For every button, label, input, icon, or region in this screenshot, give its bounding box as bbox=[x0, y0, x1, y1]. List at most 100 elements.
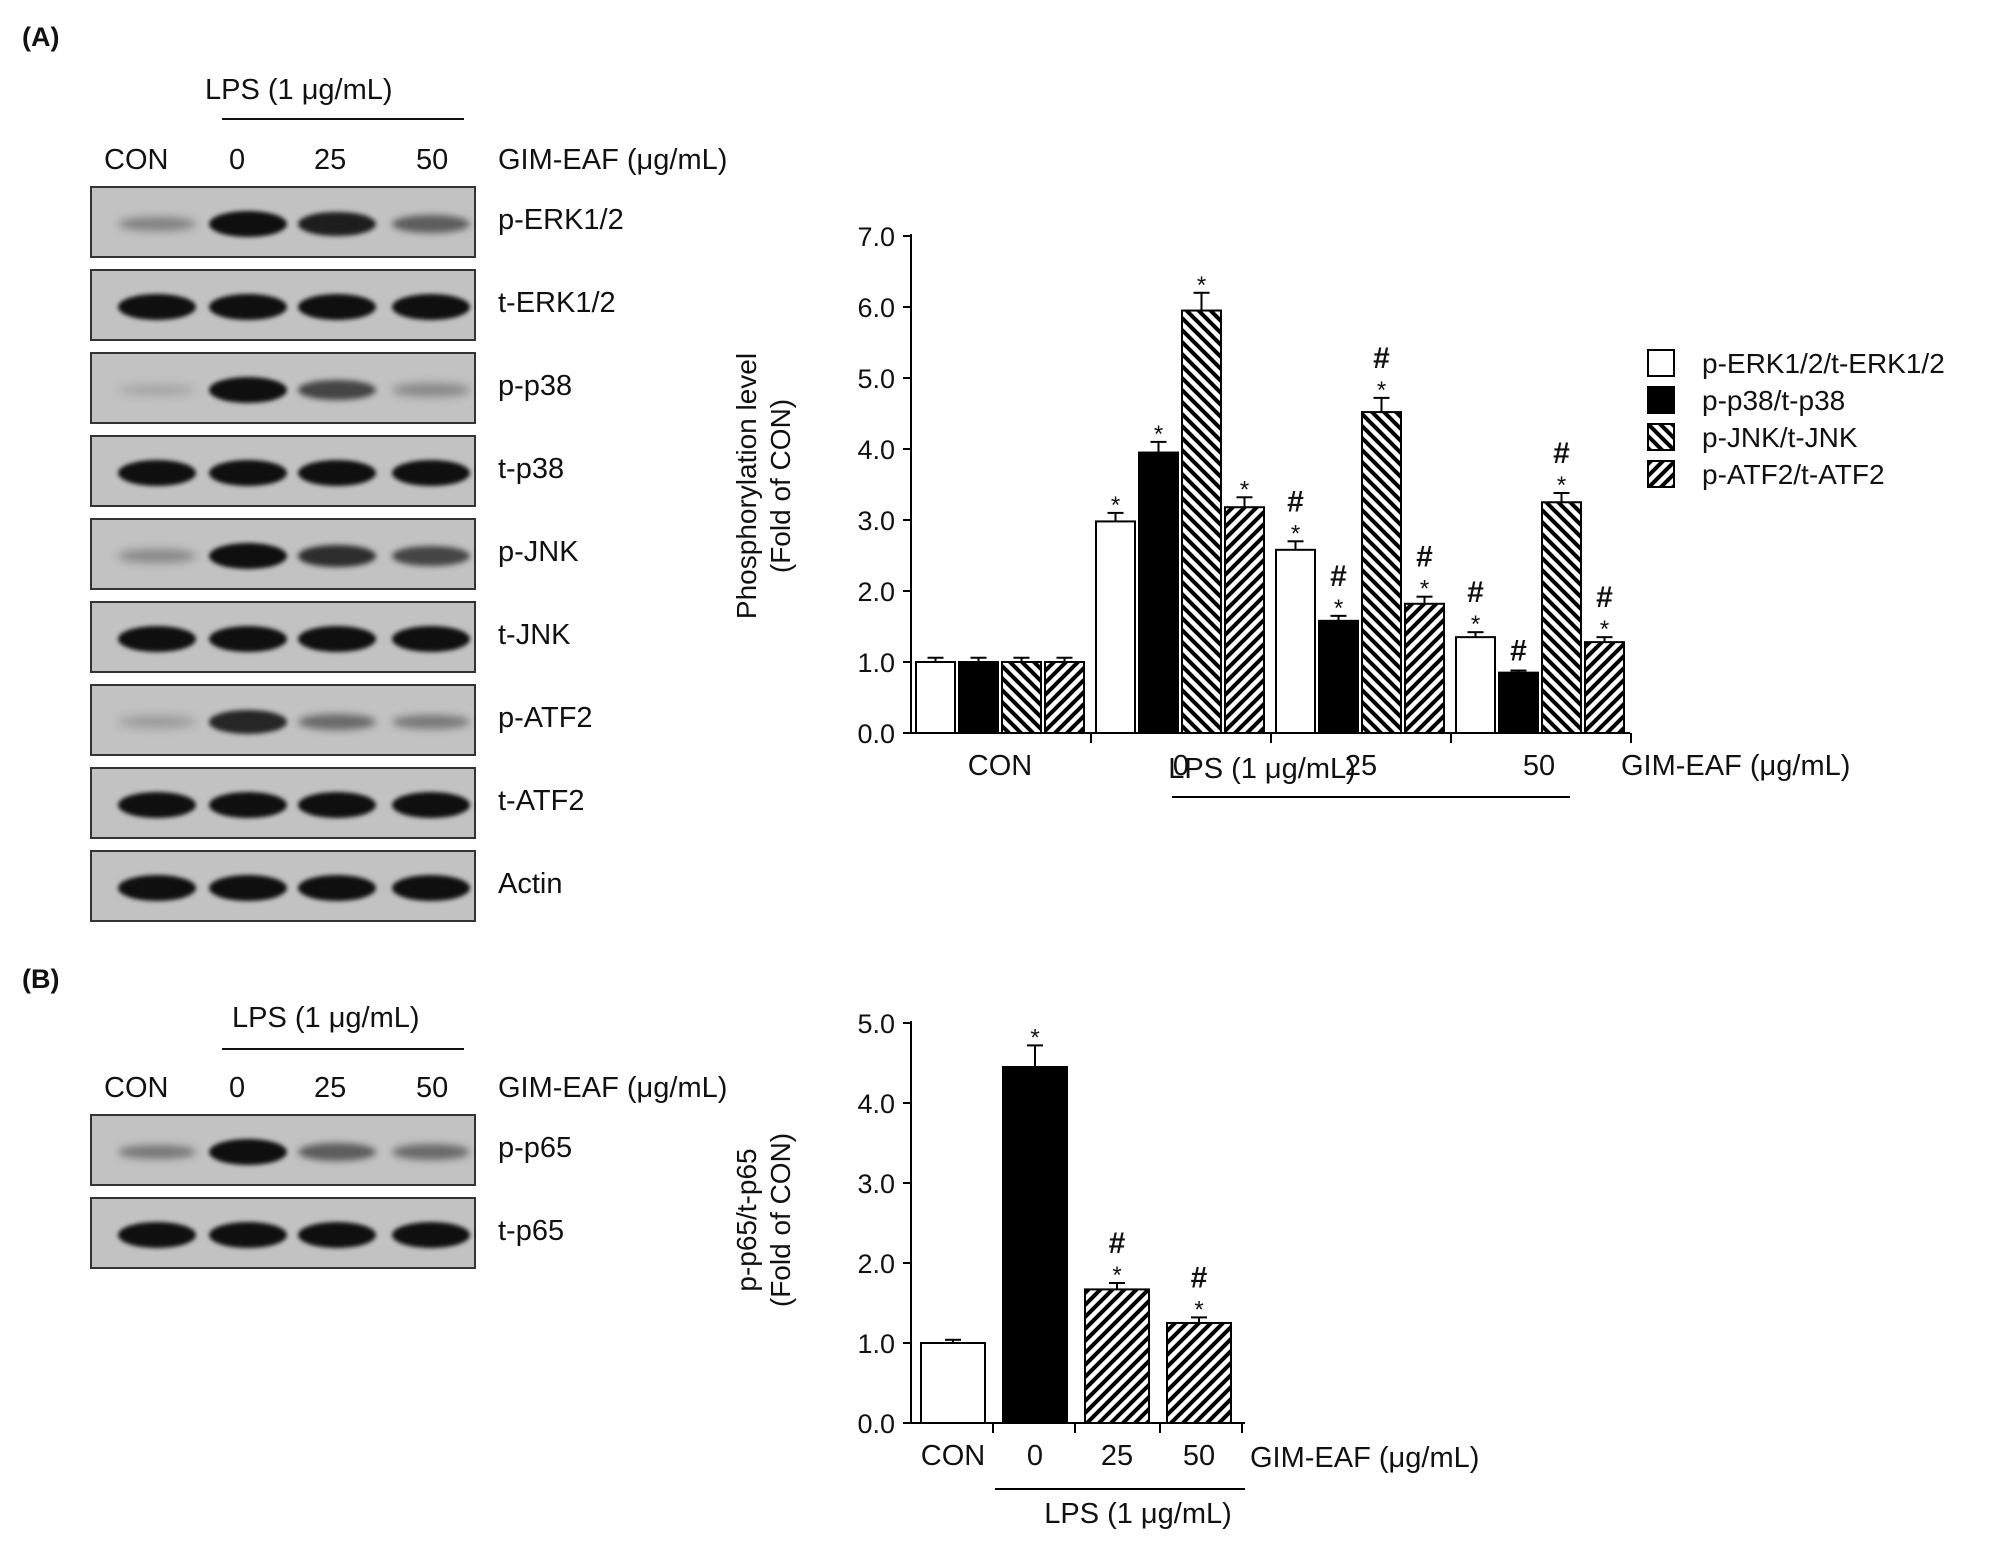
band bbox=[118, 716, 196, 728]
sig-hash: # bbox=[1553, 437, 1570, 470]
a-blot-t-atf2 bbox=[90, 767, 476, 839]
band bbox=[392, 460, 470, 486]
band bbox=[118, 626, 196, 652]
blot-a-lane-0: 0 bbox=[229, 144, 246, 176]
bar-p-erk1-2-t-erk1-2-50 bbox=[1455, 636, 1496, 735]
bar-p-jnk-t-jnk-25 bbox=[1361, 411, 1402, 734]
legend-label-p-p38-t-p38: p-p38/t-p38 bbox=[1702, 385, 1845, 416]
chart-b-xlabel: GIM-EAF (μg/mL) bbox=[1250, 1442, 1479, 1474]
band bbox=[298, 460, 376, 486]
band bbox=[392, 545, 470, 567]
band bbox=[118, 294, 196, 320]
blot-a-lps-header: LPS (1 μg/mL) bbox=[205, 74, 393, 106]
bar-p-p38-t-p38-50 bbox=[1498, 671, 1539, 735]
legend-swatch-p-erk1-2-t-erk1-2 bbox=[1647, 349, 1675, 377]
a-blot-p-erk1-2 bbox=[90, 186, 476, 258]
b-blot-label: t-p65 bbox=[498, 1215, 565, 1247]
x-tick-label: 25 bbox=[1345, 750, 1377, 782]
sig-star: * bbox=[1030, 1024, 1039, 1051]
x-tick-label: 0 bbox=[1027, 1440, 1043, 1472]
band bbox=[118, 1222, 196, 1248]
legend-label-p-jnk-t-jnk: p-JNK/t-JNK bbox=[1702, 422, 1858, 453]
band bbox=[392, 714, 470, 730]
sig-hash: # bbox=[1510, 635, 1527, 668]
band bbox=[298, 1222, 376, 1248]
y-tick-label: 4.0 bbox=[857, 435, 895, 465]
chart-a: 0.0 1.0 2.0 3.0 4.0 5.0 6.0 7.0 Phosphorylation … bbox=[731, 222, 1945, 798]
band bbox=[209, 1222, 287, 1248]
band bbox=[392, 792, 470, 818]
a-blot-t-p38 bbox=[90, 435, 476, 507]
a-blot-t-erk1-2 bbox=[90, 269, 476, 341]
band bbox=[392, 215, 470, 233]
y-tick-label: 4.0 bbox=[857, 1089, 895, 1119]
sig-hash: # bbox=[1109, 1227, 1126, 1260]
panel-a-label: (A) bbox=[22, 22, 60, 52]
blot-a-dose-label: GIM-EAF (μg/mL) bbox=[498, 144, 728, 176]
legend-swatch-p-atf2-t-atf2 bbox=[1647, 460, 1675, 488]
band bbox=[298, 626, 376, 652]
band bbox=[298, 294, 376, 320]
bar-p-p38-t-p38-con bbox=[958, 661, 999, 734]
sig-hash: # bbox=[1330, 560, 1347, 593]
y-axis-label: Phosphorylation level (Fold of CON) bbox=[731, 353, 796, 619]
y-tick-label: 6.0 bbox=[857, 293, 895, 323]
x-tick-label: CON bbox=[968, 750, 1032, 782]
sig-star: * bbox=[1240, 476, 1249, 503]
bar-p-jnk-t-jnk-con bbox=[1001, 661, 1042, 734]
a-blot-label: p-p38 bbox=[498, 370, 573, 402]
band bbox=[298, 713, 376, 731]
sig-star: * bbox=[1420, 576, 1429, 603]
band bbox=[209, 792, 287, 818]
band bbox=[118, 875, 196, 901]
band bbox=[209, 460, 287, 486]
y-tick-label: 2.0 bbox=[857, 1249, 895, 1279]
y-axis-label: p-p65/t-p65 (Fold of CON) bbox=[731, 1133, 796, 1307]
bar-p-jnk-t-jnk-0 bbox=[1181, 309, 1222, 734]
sig-star: * bbox=[1600, 616, 1609, 643]
y-tick-label: 2.0 bbox=[857, 577, 895, 607]
a-blot-label: t-ERK1/2 bbox=[498, 287, 616, 319]
band bbox=[298, 1143, 376, 1161]
x-tick-label: 0 bbox=[1173, 750, 1189, 782]
bar-p-erk1-2-t-erk1-2-25 bbox=[1275, 548, 1316, 734]
bar-p-erk1-2-t-erk1-2-con bbox=[915, 661, 956, 734]
band bbox=[209, 294, 287, 320]
band bbox=[209, 377, 287, 403]
bar-p-atf2-t-atf2-0 bbox=[1224, 506, 1265, 734]
x-tick-label: CON bbox=[921, 1440, 985, 1472]
sig-star: * bbox=[1197, 272, 1206, 299]
band bbox=[392, 1222, 470, 1248]
blot-a-lps-line bbox=[222, 118, 464, 120]
sig-hash: # bbox=[1373, 342, 1390, 375]
bar-p-p38-t-p38-0 bbox=[1138, 451, 1179, 734]
a-blot-actin bbox=[90, 850, 476, 922]
blot-b-lps-line bbox=[222, 1048, 464, 1050]
a-blot-label: p-ATF2 bbox=[498, 702, 593, 734]
blot-b-lane-50: 50 bbox=[416, 1072, 449, 1104]
a-blot-label: t-JNK bbox=[498, 619, 571, 651]
band bbox=[298, 792, 376, 818]
band bbox=[118, 1144, 196, 1160]
y-tick-label: 1.0 bbox=[857, 648, 895, 678]
bar-50 bbox=[1166, 1322, 1232, 1424]
bar-p-jnk-t-jnk-50 bbox=[1541, 501, 1582, 734]
a-blot-label: p-ERK1/2 bbox=[498, 204, 624, 236]
legend-label-p-erk1-2-t-erk1-2: p-ERK1/2/t-ERK1/2 bbox=[1702, 348, 1945, 379]
band bbox=[118, 792, 196, 818]
legend-swatch-p-jnk-t-jnk bbox=[1647, 423, 1675, 451]
bar-25 bbox=[1084, 1288, 1150, 1424]
b-blot-p-p65 bbox=[90, 1114, 476, 1186]
a-blot-label: t-ATF2 bbox=[498, 785, 585, 817]
bar-p-atf2-t-atf2-25 bbox=[1404, 602, 1445, 735]
sig-hash: # bbox=[1416, 541, 1433, 574]
chart-b-lps-label: LPS (1 μg/mL) bbox=[1044, 1498, 1232, 1530]
y-tick-label: 0.0 bbox=[857, 719, 895, 749]
b-blot-label: p-p65 bbox=[498, 1132, 573, 1164]
sig-star: * bbox=[1334, 595, 1343, 622]
bar-p-p38-t-p38-25 bbox=[1318, 619, 1359, 735]
sig-hash: # bbox=[1467, 576, 1484, 609]
band bbox=[298, 379, 376, 401]
blot-b-lane-con: CON bbox=[104, 1072, 169, 1104]
sig-star: * bbox=[1111, 492, 1120, 519]
